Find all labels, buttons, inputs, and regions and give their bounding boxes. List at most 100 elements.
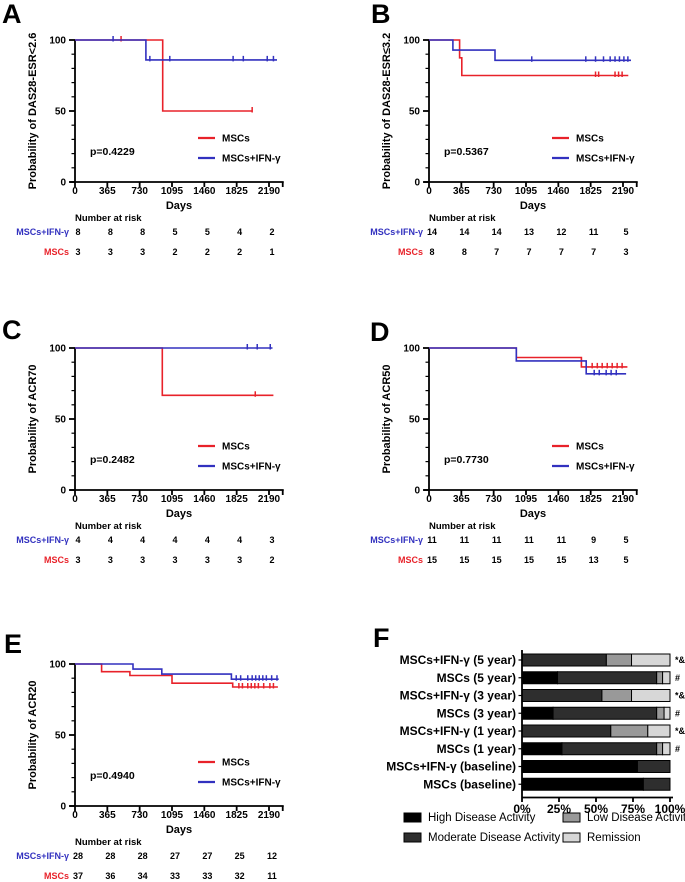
x-tick-label: 75% [621, 802, 645, 816]
bar-row [521, 724, 671, 738]
bar-segment [557, 671, 658, 685]
risk-value: 4 [205, 535, 210, 545]
bar-segment [521, 706, 554, 720]
risk-value: 11 [589, 227, 599, 237]
legend-swatch [562, 832, 581, 843]
km-curve-MSCs+IFN-γ [75, 344, 273, 350]
risk-value: 8 [108, 227, 113, 237]
risk-value: 33 [170, 871, 180, 881]
risk-row-label: MSCs+IFN-γ [370, 227, 423, 237]
bar-segment [642, 777, 671, 791]
risk-value: 4 [237, 535, 242, 545]
risk-value: 3 [237, 555, 242, 565]
km-plot-E: 0 50 100 0 365 730 1095 1460 1825 2190 Days Probabi… [16, 660, 284, 881]
x-tick-label: 2190 [258, 494, 281, 505]
bar-segment [656, 706, 665, 720]
risk-value: 32 [235, 871, 245, 881]
y-tick-label: 50 [55, 731, 67, 742]
risk-value: 13 [589, 555, 599, 565]
risk-value: 14 [427, 227, 437, 237]
risk-value: 11 [492, 535, 502, 545]
risk-value: 4 [75, 535, 80, 545]
bar-category-label: MSCs (1 year) [437, 742, 516, 756]
x-tick-label: 730 [131, 810, 148, 821]
x-tick-label: 2190 [258, 186, 281, 197]
legend-label: MSCs [576, 134, 604, 145]
km-curve-MSCs [75, 347, 274, 397]
panel-E-chart: 0 50 100 0 365 730 1095 1460 1825 2190 Days Probabi… [0, 626, 342, 882]
x-tick-label: 1095 [161, 186, 184, 197]
significance-annotation: # [675, 744, 680, 754]
x-tick-label: 1095 [161, 810, 184, 821]
legend-label: MSCs+IFN-γ [576, 462, 635, 473]
km-curve-MSCs [75, 663, 278, 689]
legend-label: MSCs [222, 134, 250, 145]
risk-value: 12 [556, 227, 566, 237]
panel-letter-f: F [373, 623, 390, 653]
x-tick-label: 1460 [193, 810, 216, 821]
risk-value: 8 [429, 247, 434, 257]
risk-value: 8 [140, 227, 145, 237]
y-tick-label: 50 [409, 107, 421, 118]
x-tick-label: 365 [99, 186, 116, 197]
x-tick-label: 365 [99, 810, 116, 821]
legend-label: MSCs+IFN-γ [222, 778, 281, 789]
p-value: p=0.5367 [444, 146, 489, 158]
risk-value: 14 [492, 227, 502, 237]
x-tick-label: 100% [655, 802, 685, 816]
risk-value: 4 [140, 535, 145, 545]
x-tick-label: 1825 [226, 494, 249, 505]
km-curve-MSCs+IFN-γ [429, 347, 627, 376]
x-tick-label: 0 [72, 186, 78, 197]
x-tick-label: 0 [72, 810, 78, 821]
bar-segment [521, 742, 563, 756]
panel-letter-d: D [370, 317, 390, 347]
risk-value: 27 [202, 851, 212, 861]
risk-value: 2 [269, 227, 274, 237]
bar-segment [521, 760, 638, 773]
x-tick-label: 730 [485, 494, 502, 505]
risk-value: 4 [237, 227, 242, 237]
risk-value: 5 [205, 227, 210, 237]
bar-row [521, 777, 671, 791]
risk-table-header: Number at risk [429, 521, 496, 532]
risk-value: 8 [75, 227, 80, 237]
bar-segment [521, 777, 644, 791]
risk-value: 27 [170, 851, 180, 861]
x-tick-label: 50% [584, 802, 608, 816]
x-tick-label: 730 [131, 494, 148, 505]
risk-row-label: MSCs+IFN-γ [16, 227, 69, 237]
y-tick-label: 0 [60, 486, 66, 497]
y-axis-title: Probability of DAS28-ESR<2.6 [27, 33, 39, 190]
km-curve-MSCs [75, 36, 253, 113]
bar-category-label: MSCs+IFN-γ (baseline) [386, 760, 516, 774]
risk-value: 34 [138, 871, 148, 881]
x-tick-label: 2190 [612, 494, 635, 505]
x-tick-label: 1825 [226, 810, 249, 821]
risk-value: 3 [108, 247, 113, 257]
risk-value: 12 [267, 851, 277, 861]
x-tick-label: 1460 [193, 494, 216, 505]
risk-value: 25 [235, 851, 245, 861]
axes [521, 650, 673, 802]
x-tick-label: 730 [131, 186, 148, 197]
legend-swatch [403, 832, 422, 843]
significance-annotation: *& [675, 655, 685, 665]
bar-segment [610, 724, 649, 738]
risk-table-header: Number at risk [75, 213, 142, 224]
significance-annotation: *& [675, 691, 685, 701]
risk-row-label: MSCs [44, 247, 69, 257]
bar-segment [663, 706, 671, 720]
risk-row-label: MSCs [44, 871, 69, 881]
km-curve-MSCs+IFN-γ [75, 36, 277, 62]
bar-category-label: MSCs+IFN-γ (5 year) [400, 653, 516, 667]
panel-A-chart: 0 50 100 0 365 730 1095 1460 1825 2190 Days Probabi… [0, 2, 342, 269]
risk-value: 3 [623, 247, 628, 257]
panel-C-chart: 0 50 100 0 365 730 1095 1460 1825 2190 Days Probabi… [0, 310, 342, 577]
axes [69, 39, 284, 187]
bar-segment [605, 653, 633, 667]
risk-value: 8 [462, 247, 467, 257]
km-curve-MSCs [429, 39, 629, 77]
legend-swatch [403, 812, 422, 823]
risk-value: 4 [172, 535, 177, 545]
